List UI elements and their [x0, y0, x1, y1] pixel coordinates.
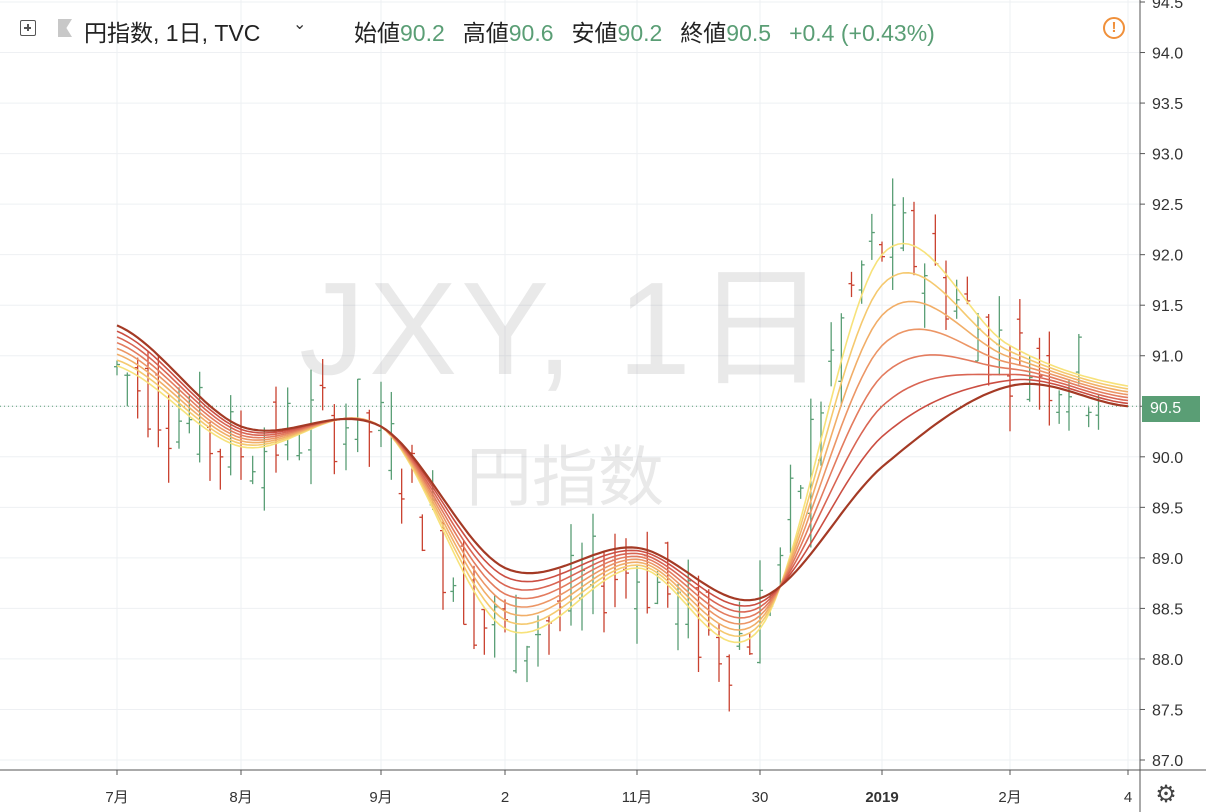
ribbon-line-5 [116, 336, 1129, 613]
legend-header: 円指数, 1日, TVC ⌄ 始値90.2 高値90.6 安値90.2 終値90.5 +… [0, 0, 1140, 58]
y-tick-label: 92.5 [1152, 197, 1183, 214]
flag-icon[interactable] [58, 19, 72, 37]
ribbon-line-6 [116, 330, 1129, 607]
y-tick-label: 94.5 [1152, 0, 1183, 12]
alert-icon[interactable]: ! [1103, 17, 1125, 39]
low-label: 安値 [571, 20, 618, 46]
ribbon-line-0 [116, 242, 1129, 644]
close-value: 90.5 [726, 20, 772, 46]
y-tick-label: 91.0 [1152, 349, 1183, 366]
ribbon-line-2 [116, 300, 1129, 631]
y-tick-label: 89.0 [1152, 551, 1183, 568]
x-tick-label: 2019 [865, 789, 898, 806]
ribbon-line-3 [116, 328, 1129, 625]
y-tick-label: 93.0 [1152, 147, 1183, 164]
ribbon-line-4 [116, 341, 1129, 619]
ribbon-line-7 [116, 324, 1129, 602]
x-tick-label: 9月 [369, 789, 392, 806]
open-value: 90.2 [400, 20, 445, 46]
y-tick-label: 92.0 [1152, 248, 1183, 265]
high-label: 高値 [462, 20, 509, 46]
y-tick-label: 90.0 [1152, 450, 1183, 467]
x-tick-label: 30 [752, 789, 769, 806]
y-tick-label: 87.0 [1152, 753, 1183, 770]
y-tick-label: 88.0 [1152, 652, 1183, 669]
last-price-tag: 90.5 [1142, 396, 1200, 422]
add-compare-icon[interactable] [20, 20, 36, 36]
x-tick-label: 4 [1124, 789, 1132, 806]
y-tick-label: 94.0 [1152, 46, 1183, 63]
x-tick-label: 2 [501, 789, 509, 806]
low-value: 90.2 [617, 20, 663, 46]
y-tick-label: 87.5 [1152, 702, 1183, 719]
chevron-down-icon[interactable]: ⌄ [293, 16, 307, 33]
open-label: 始値 [354, 20, 400, 46]
y-tick-label: 91.5 [1152, 298, 1183, 315]
x-tick-label: 2月 [998, 789, 1021, 806]
ribbon-line-1 [116, 271, 1129, 638]
x-tick-label: 7月 [105, 789, 128, 806]
settings-gear-icon[interactable]: ⚙ [1155, 781, 1177, 808]
close-label: 終値 [680, 20, 727, 46]
watermark-subtitle: 円指数 [466, 440, 664, 514]
change-value: +0.4 (+0.43%) [789, 20, 935, 46]
symbol-title[interactable]: 円指数, 1日, TVC [84, 20, 261, 46]
high-value: 90.6 [508, 20, 554, 46]
y-tick-label: 88.5 [1152, 601, 1183, 618]
ohlc-readout: 始値90.2 高値90.6 安値90.2 終値90.5 +0.4 (+0.43%) [354, 14, 935, 48]
x-tick-label: 8月 [229, 789, 252, 806]
watermark-title: JXY, 1日 [299, 255, 831, 402]
y-tick-label: 89.5 [1152, 500, 1183, 517]
x-tick-label: 11月 [622, 789, 653, 806]
y-tick-label: 93.5 [1152, 96, 1183, 113]
